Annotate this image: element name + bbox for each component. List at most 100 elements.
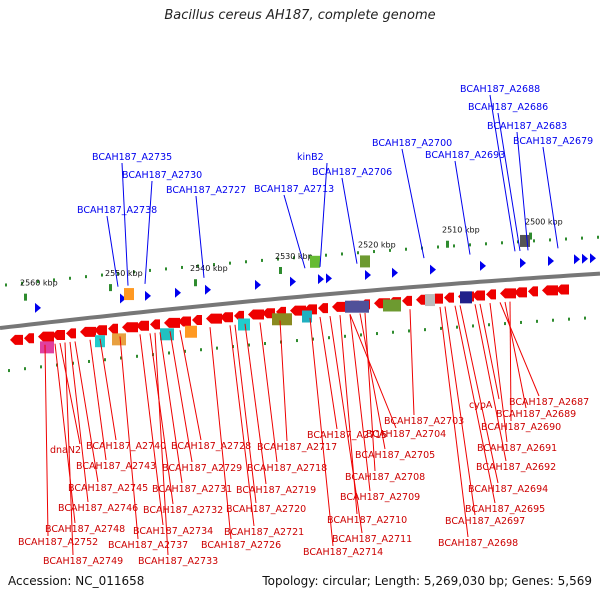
reverse-gene-label[interactable]: BCAH187_A2734 [133,526,213,537]
reverse-gene-label[interactable]: BCAH187_A2704 [366,429,446,440]
reverse-gene-label[interactable]: BCAH187_A2687 [509,397,589,408]
reverse-gene-label[interactable]: BCAH187_A2733 [138,556,218,567]
reverse-gene-label[interactable]: BCAH187_A2745 [68,483,148,494]
ruler-dot [88,359,90,363]
gene-leader-line [259,322,278,463]
gene-leader-line [144,180,153,284]
ruler-dot [520,320,522,324]
ruler-dot [552,318,554,322]
domain-box [460,291,472,304]
ruler-dot [472,324,474,328]
reverse-gene-label[interactable]: BCAH187_A2720 [226,504,306,515]
domain-box [124,288,134,301]
forward-gene-label[interactable]: BCAH187_A2735 [92,152,172,163]
reverse-gene-label[interactable]: BCAH187_A2692 [476,462,556,473]
reverse-gene [108,323,118,334]
reverse-gene-label[interactable]: BCAH187_A2714 [303,547,383,558]
forward-gene-label[interactable]: BCAH187_A2679 [513,136,593,147]
reverse-gene-label[interactable]: BCAH187_A2690 [481,422,561,433]
forward-gene [520,257,526,268]
gene-leader-line [99,338,117,441]
reverse-gene-label[interactable]: BCAH187_A2717 [257,442,337,453]
forward-gene-label[interactable]: BCAH187_A2700 [372,138,452,149]
forward-gene-label[interactable]: BCAH187_A2683 [487,121,567,132]
forward-gene-label[interactable]: BCAH187_A2688 [460,84,540,95]
forward-gene-label[interactable]: BCAH187_A2730 [122,170,202,181]
ruler-dot [584,316,586,320]
ruler-dot [104,358,106,362]
gene-leader-line [169,331,193,463]
domain-box [272,313,292,326]
reverse-gene-label[interactable]: BCAH187_A2709 [340,492,420,503]
reverse-gene-label[interactable]: BCAH187_A2691 [477,443,557,454]
reverse-gene-label[interactable]: dnaN2 [50,445,81,456]
reverse-gene-label[interactable]: BCAH187_A2718 [247,463,327,474]
reverse-gene-label[interactable]: BCAH187_A2697 [445,516,525,527]
reverse-gene [164,317,180,328]
gene-leader-line [499,302,540,397]
reverse-gene-label[interactable]: BCAH187_A2710 [327,515,407,526]
forward-gene-label[interactable]: kinB2 [297,152,324,163]
ruler-dot [69,276,71,280]
reverse-gene [66,328,76,339]
reverse-gene [542,285,558,296]
reverse-gene-label[interactable]: BCAH187_A2721 [224,527,304,538]
reverse-gene-label[interactable]: BCAH187_A2703 [384,416,464,427]
reverse-gene-label[interactable]: BCAH187_A2746 [58,503,138,514]
forward-gene [590,253,596,264]
reverse-gene-label[interactable]: BCAH187_A2748 [45,524,125,535]
forward-gene-label[interactable]: BCAH187_A2727 [166,185,246,196]
ruler-dot [453,244,455,248]
ruler-dot [40,365,42,369]
reverse-gene-label[interactable]: BCAH187_A2731 [152,484,232,495]
reverse-gene-label[interactable]: BCAH187_A2749 [43,556,123,567]
gene-leader-line [154,332,169,556]
reverse-gene-label[interactable]: BCAH187_A2695 [465,504,545,515]
forward-gene [582,253,588,264]
reverse-gene-label[interactable]: BCAH187_A2689 [496,409,576,420]
scale-label: 2520 kbp [358,241,396,250]
reverse-gene-label[interactable]: BCAH187_A2729 [162,463,242,474]
forward-gene [548,255,554,266]
reverse-gene-label[interactable]: BCAH187_A2726 [201,540,281,551]
forward-gene-label[interactable]: BCAH187_A2738 [77,205,157,216]
domain-box [310,255,320,268]
reverse-gene-label[interactable]: BCAH187_A2743 [76,461,156,472]
domain-box [160,328,174,341]
scale-tick [24,293,27,301]
reverse-gene [52,329,65,340]
reverse-gene-label[interactable]: BCAH187_A2708 [345,472,425,483]
domain-box [520,234,530,247]
reverse-gene-label[interactable]: BCAH187_A2715 [307,430,387,441]
forward-gene-label[interactable]: BCAH187_A2693 [425,150,505,161]
reverse-gene-label[interactable]: BCAH187_A2752 [18,537,98,548]
reverse-gene-label[interactable]: BCAH187_A2732 [143,505,223,516]
gene-leader-line [359,313,386,450]
ruler-dot [229,261,231,265]
reverse-gene-label[interactable]: BCAH187_A2737 [108,540,188,551]
reverse-gene-label[interactable]: BCAH187_A2728 [171,441,251,452]
ruler-dot [469,243,471,247]
ruler-dot [437,245,439,249]
forward-gene-label[interactable]: BCAH187_A2686 [468,102,548,113]
reverse-gene [136,320,149,331]
reverse-gene-label[interactable]: BCAH187_A2719 [236,485,316,496]
reverse-gene-label[interactable]: BCAH187_A2698 [438,538,518,549]
ruler-dot [200,348,202,352]
gene-leader-line [489,303,508,443]
reverse-gene-label[interactable]: BCAH187_A2694 [468,484,548,495]
reverse-gene-label[interactable]: BCAH187_A2711 [332,534,412,545]
gene-leader-line [401,148,425,259]
reverse-gene [500,288,516,299]
domain-box [360,255,370,268]
ruler-dot [536,319,538,323]
ruler-dot [5,283,7,287]
reverse-gene-label[interactable]: BCAH187_A2740 [86,441,166,452]
reverse-gene-label[interactable]: BCAH187_A2705 [355,450,435,461]
gene-leader-line [195,195,205,278]
scale-label: 2500 kbp [525,218,563,227]
forward-gene-label[interactable]: BCAH187_A2713 [254,184,334,195]
reverse-gene [150,319,160,330]
gene-leader-line [454,160,471,255]
forward-gene-label[interactable]: BCAH187_A2706 [312,167,392,178]
